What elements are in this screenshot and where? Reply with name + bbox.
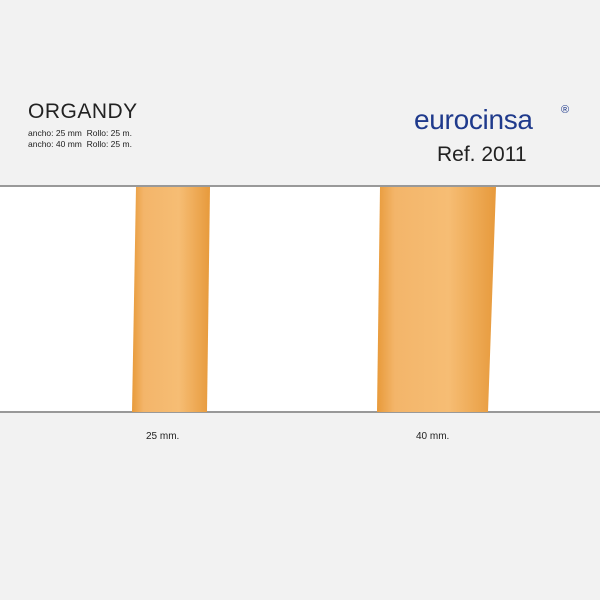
product-detail: ancho: 25 mm Rollo: 25 m. [28, 128, 132, 138]
registered-mark: ® [561, 104, 570, 116]
brand-logo: eurocinsa [414, 104, 533, 135]
sample-band [0, 185, 600, 413]
ribbon-25mm [132, 187, 210, 412]
product-detail: ancho: 40 mm Rollo: 25 m. [28, 139, 132, 149]
sample-label: 25 mm. [146, 431, 180, 442]
reference: Ref. 2011 [437, 143, 527, 166]
ribbon-40mm [377, 187, 496, 412]
sample-label: 40 mm. [416, 431, 450, 442]
product-title: ORGANDY [28, 100, 138, 123]
